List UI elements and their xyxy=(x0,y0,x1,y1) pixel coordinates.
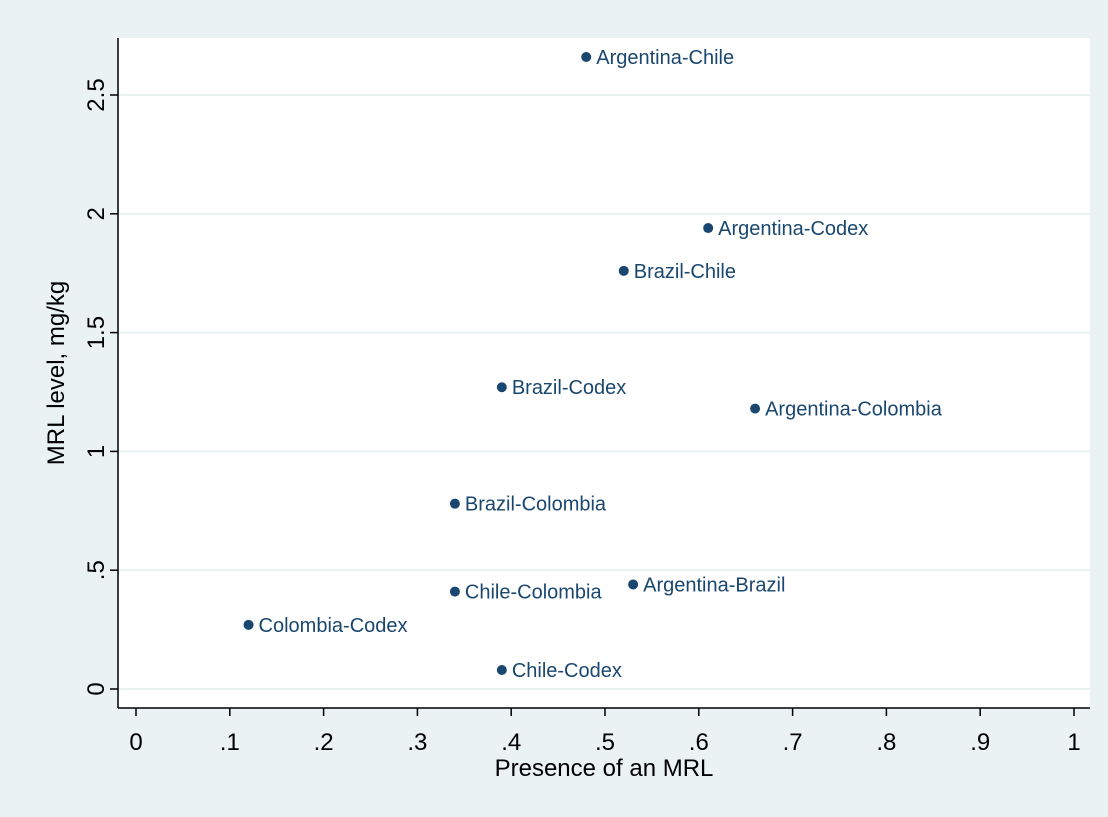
y-tick-label: 0 xyxy=(83,682,110,695)
gridlines xyxy=(118,94,1090,690)
data-point-label: Brazil-Colombia xyxy=(465,494,607,516)
data-point-label: Colombia-Codex xyxy=(259,615,408,637)
x-tick-label: .2 xyxy=(314,729,334,756)
x-tick-label: .1 xyxy=(220,729,240,756)
x-tick-label: 1 xyxy=(1067,729,1080,756)
data-point xyxy=(449,498,460,509)
x-tick-label: 0 xyxy=(129,729,142,756)
plot-background xyxy=(118,38,1090,708)
y-tick-label: .5 xyxy=(83,560,110,580)
x-tick-label: .8 xyxy=(876,729,896,756)
x-tick-label: .5 xyxy=(595,729,615,756)
data-points: Argentina-Chile Argentina-Codex Brazil-Chi… xyxy=(243,47,943,682)
data-point xyxy=(628,579,639,590)
data-point-label: Argentina-Brazil xyxy=(643,574,785,596)
x-tick-label: .4 xyxy=(501,729,521,756)
y-tick-label: 2.5 xyxy=(83,78,110,111)
data-point-label: Brazil-Chile xyxy=(634,261,736,283)
axes: 0 .5 1 1.5 2 2.5 0 .1 .2 .3 .4 .5 .6 .7 .8 .9 1 xyxy=(83,38,1090,756)
data-point-label: Argentina-Codex xyxy=(718,218,868,240)
data-point-label: Chile-Codex xyxy=(512,660,622,682)
x-tick-label: .6 xyxy=(689,729,709,756)
data-point-label: Brazil-Codex xyxy=(512,377,626,399)
data-point-label: Chile-Colombia xyxy=(465,582,603,604)
data-point xyxy=(750,403,761,414)
data-point xyxy=(243,619,254,630)
x-axis-label: Presence of an MRL xyxy=(495,755,714,782)
data-point-label: Argentina-Colombia xyxy=(765,399,943,421)
data-point xyxy=(581,51,592,62)
data-point xyxy=(449,586,460,597)
data-point xyxy=(618,265,629,276)
y-axis-label: MRL level, mg/kg xyxy=(43,281,70,466)
data-point xyxy=(496,382,507,393)
y-tick-label: 1 xyxy=(83,445,110,458)
x-tick-label: .3 xyxy=(407,729,427,756)
x-tick-label: .9 xyxy=(970,729,990,756)
y-tick-label: 2 xyxy=(83,207,110,220)
data-point-label: Argentina-Chile xyxy=(596,47,734,69)
y-tick-label: 1.5 xyxy=(83,316,110,349)
x-tick-label: .7 xyxy=(783,729,803,756)
data-point xyxy=(703,223,714,234)
data-point xyxy=(496,664,507,675)
